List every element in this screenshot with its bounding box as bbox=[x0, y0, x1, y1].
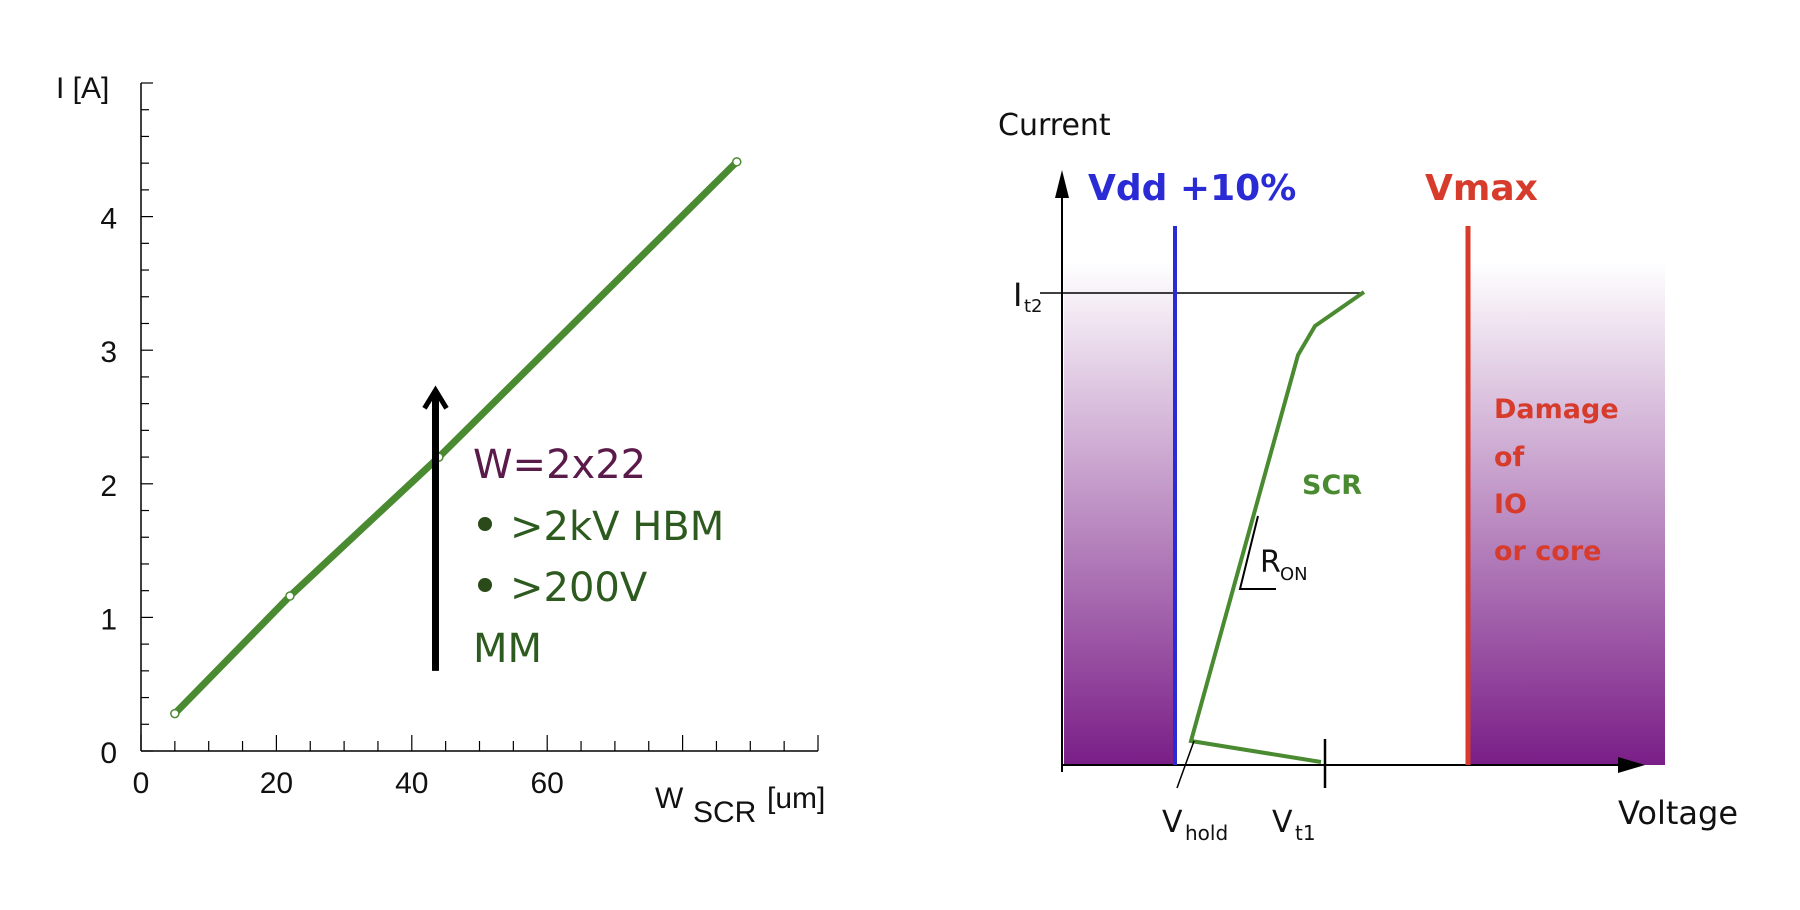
y-axis-label: I [A] bbox=[56, 72, 109, 105]
scr-iv-diagram: Current Vdd +10% Vmax I t2 SCR R ON V ho… bbox=[998, 108, 1738, 845]
damage-label-line-2: of bbox=[1494, 442, 1525, 473]
it2-label: I t2 bbox=[1013, 276, 1043, 317]
damage-label-line-4: or core bbox=[1494, 536, 1601, 567]
x-axis-label: Voltage bbox=[1618, 794, 1738, 832]
annotation-continuation: MM bbox=[473, 626, 542, 672]
y-tick-label: 4 bbox=[100, 203, 117, 236]
annotation-bullet-1: >2kV HBM bbox=[510, 504, 724, 550]
x-tick-label: 0 bbox=[133, 767, 150, 800]
safe-margin-region-low bbox=[1064, 262, 1175, 765]
y-tick-label: 0 bbox=[100, 737, 117, 770]
it2-label-main: I bbox=[1013, 276, 1022, 314]
x-axis-label: W SCR [um] bbox=[655, 782, 825, 829]
bullet-icon bbox=[478, 517, 492, 531]
annotation-bullet-2: >200V bbox=[510, 565, 648, 611]
y-tick-label: 2 bbox=[100, 470, 117, 503]
scr-curve-label: SCR bbox=[1302, 470, 1362, 501]
x-tick-label: 40 bbox=[395, 767, 428, 800]
annotation-title: W=2x22 bbox=[473, 442, 646, 488]
vhold-label: V hold bbox=[1162, 805, 1228, 845]
series-line bbox=[171, 158, 741, 718]
data-series bbox=[170, 157, 742, 719]
damage-label-line-1: Damage bbox=[1494, 394, 1619, 425]
vhold-extrapolation bbox=[1176, 740, 1195, 789]
vt1-label-sub: t1 bbox=[1295, 821, 1316, 845]
data-point bbox=[170, 708, 180, 719]
scr-curve bbox=[1188, 290, 1366, 764]
y-axis-label: Current bbox=[998, 108, 1111, 143]
x-tick-label: 60 bbox=[531, 767, 564, 800]
x-axis-label-sub: SCR bbox=[693, 796, 756, 829]
vmax-label: Vmax bbox=[1425, 168, 1538, 209]
vt1-label: V t1 bbox=[1272, 805, 1316, 845]
x-tick-label: 20 bbox=[260, 767, 293, 800]
data-point bbox=[732, 157, 742, 167]
bullet-icon bbox=[478, 578, 492, 592]
damage-label-line-3: IO bbox=[1494, 489, 1527, 520]
ron-slope-icon bbox=[1238, 515, 1276, 590]
y-tick-label: 1 bbox=[100, 603, 117, 636]
y-tick-label: 3 bbox=[100, 336, 117, 369]
data-point bbox=[285, 591, 295, 601]
damage-region bbox=[1470, 262, 1665, 765]
vt1-label-main: V bbox=[1272, 805, 1293, 840]
x-axis-arrow-icon bbox=[1618, 757, 1645, 773]
it2-label-sub: t2 bbox=[1024, 296, 1043, 317]
vhold-label-main: V bbox=[1162, 805, 1183, 840]
x-axis-label-unit: [um] bbox=[767, 782, 825, 815]
ron-label: R ON bbox=[1260, 545, 1308, 585]
vdd-label: Vdd +10% bbox=[1088, 168, 1296, 209]
vhold-label-sub: hold bbox=[1185, 821, 1228, 845]
x-axis-label-main: W bbox=[655, 782, 684, 815]
ron-label-main: R bbox=[1260, 545, 1281, 580]
ron-label-sub: ON bbox=[1280, 564, 1308, 585]
y-axis-arrow-icon bbox=[1055, 170, 1069, 198]
arrow-head bbox=[422, 385, 449, 410]
annotation-arrow bbox=[422, 385, 449, 671]
